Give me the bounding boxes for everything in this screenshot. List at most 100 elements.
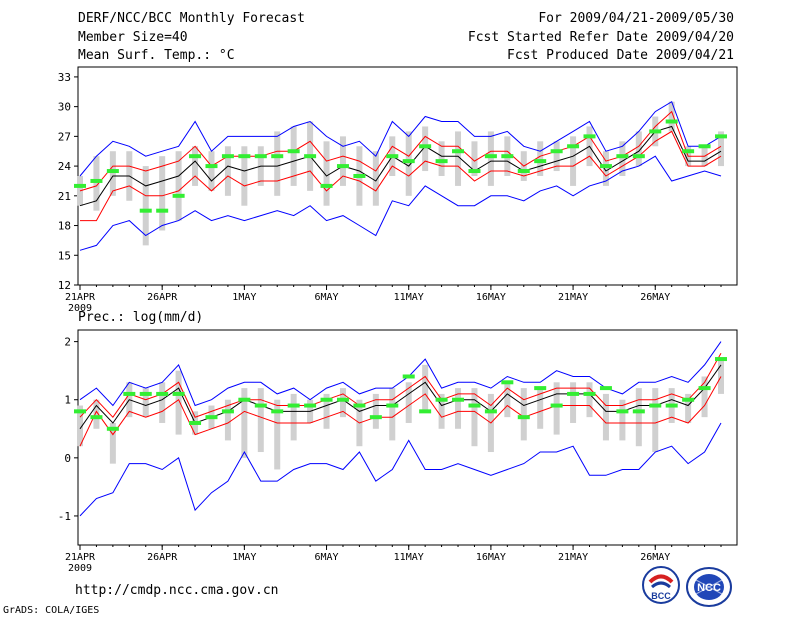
panel1-box — [438, 141, 445, 176]
bcc-logo-text: BCC — [651, 591, 671, 601]
panel1-observation-mark — [682, 149, 695, 154]
panel1-observation-mark — [715, 134, 727, 139]
panel2-observation-mark — [254, 403, 267, 408]
panel1-observation-mark — [336, 164, 349, 169]
panel2-observation-mark — [156, 391, 169, 396]
panel1-observation-mark — [172, 193, 185, 198]
panel1-ytick-label: 18 — [58, 220, 71, 233]
panel1-observation-mark — [254, 154, 267, 159]
panel1-observation-mark — [189, 154, 202, 159]
panel2-box — [471, 388, 478, 447]
panel2-observation-mark — [369, 415, 382, 420]
panel2-box — [290, 393, 297, 441]
panel2-box — [159, 382, 166, 423]
source-url[interactable]: http://cmdp.ncc.cma.gov.cn — [75, 583, 279, 598]
panel2-box — [93, 399, 100, 429]
panel2-observation-mark — [271, 409, 284, 414]
panel2-xtick-label: 1MAY — [232, 552, 256, 563]
panel2-observation-mark — [534, 386, 547, 391]
panel1-observation-mark — [419, 144, 432, 149]
forecast-period: For 2009/04/21-2009/05/30 — [538, 11, 734, 26]
panel2-box — [520, 388, 527, 441]
panel1-ytick-label: 33 — [58, 71, 71, 84]
panel1-box — [455, 131, 462, 186]
panel1-observation-mark — [156, 208, 169, 213]
panel1-box — [668, 101, 675, 132]
panel1-box — [635, 131, 642, 167]
panel1-ensemble-max-line — [79, 100, 722, 177]
panel2-observation-mark — [402, 374, 415, 379]
ncc-logo: NCC — [686, 567, 732, 607]
panel2-xtick-label: 16MAY — [476, 552, 506, 563]
panel1-xtick-label: 21APR — [65, 292, 96, 303]
panel2-observation-mark — [106, 426, 119, 431]
panel1-box — [192, 146, 199, 186]
panel1-observation-mark — [484, 154, 497, 159]
panel2-box — [537, 388, 544, 429]
panel1-ytick-label: 27 — [58, 130, 71, 143]
member-size: Member Size=40 — [78, 30, 188, 45]
panel1-xtick-label: 26APR — [147, 292, 178, 303]
panel1-box — [471, 141, 478, 176]
panel2-xtick-label: 26APR — [147, 552, 178, 563]
panel1-observation-mark — [402, 159, 415, 164]
panel2-observation-mark — [123, 391, 136, 396]
panel1-box — [142, 166, 149, 246]
panel1-observation-mark — [452, 149, 465, 154]
panel2-box — [339, 388, 346, 418]
panel2-observation-mark — [205, 415, 218, 420]
panel1-xtick-label: 21MAY — [558, 292, 588, 303]
panel2-observation-mark — [172, 391, 185, 396]
panel1-box — [93, 156, 100, 211]
ncc-logo-text: NCC — [697, 582, 721, 594]
panel2-observation-mark — [649, 403, 662, 408]
panel2-observation-mark — [287, 403, 300, 408]
panel2-box — [718, 359, 724, 394]
fcst-started-date: Fcst Started Refer Date 2009/04/20 — [467, 30, 734, 45]
panel1-box — [372, 151, 379, 206]
panel1-observation-mark — [550, 149, 563, 154]
panel2-observation-mark — [567, 391, 580, 396]
panel1-observation-mark — [238, 154, 251, 159]
panel2-observation-mark — [632, 409, 645, 414]
panel1-year-label: 2009 — [68, 303, 92, 314]
panel1-box — [487, 131, 494, 186]
panel2-box — [224, 399, 231, 441]
panel2-box — [405, 382, 412, 423]
grads-credit: GrADS: COLA/IGES — [3, 605, 100, 616]
panel1-box — [422, 126, 429, 172]
panel2-observation-mark — [484, 409, 497, 414]
panel2-observation-mark — [90, 415, 103, 420]
panel1-box — [323, 141, 330, 206]
panel2-box — [438, 393, 445, 429]
panel2-box — [109, 422, 116, 464]
panel1-box — [339, 136, 346, 186]
panel2-observation-mark — [386, 403, 399, 408]
panel1-observation-mark — [665, 119, 678, 124]
panel1-observation-mark — [386, 154, 399, 159]
panel2-box — [77, 405, 83, 447]
panel1-observation-mark — [698, 144, 711, 149]
panel1-xtick-label: 16MAY — [476, 292, 506, 303]
panel2-observation-mark — [353, 403, 366, 408]
panel2-box — [701, 376, 708, 418]
variable-label-temp: Mean Surf. Temp.: °C — [78, 48, 235, 63]
panel1-box — [241, 146, 248, 206]
panel1-observation-mark — [106, 169, 119, 174]
panel1-observation-mark — [353, 174, 366, 178]
panel1-observation-mark — [304, 154, 317, 159]
panel2-observation-mark — [665, 403, 678, 408]
panel2-ensemble-min-line — [79, 422, 722, 517]
panel2-year-label: 2009 — [68, 563, 92, 574]
panel1-box — [109, 151, 116, 196]
chart-title: DERF/NCC/BCC Monthly Forecast — [78, 11, 305, 26]
panel2-box — [685, 393, 692, 423]
panel2-box — [602, 393, 609, 441]
panel1-upper-spread-line — [79, 110, 722, 192]
panel1-ytick-label: 12 — [58, 279, 71, 292]
bcc-logo: BCC — [642, 566, 680, 604]
panel2-observation-mark — [452, 397, 465, 402]
panel2-upper-spread-line — [79, 352, 722, 418]
panel1-observation-mark — [90, 178, 103, 183]
